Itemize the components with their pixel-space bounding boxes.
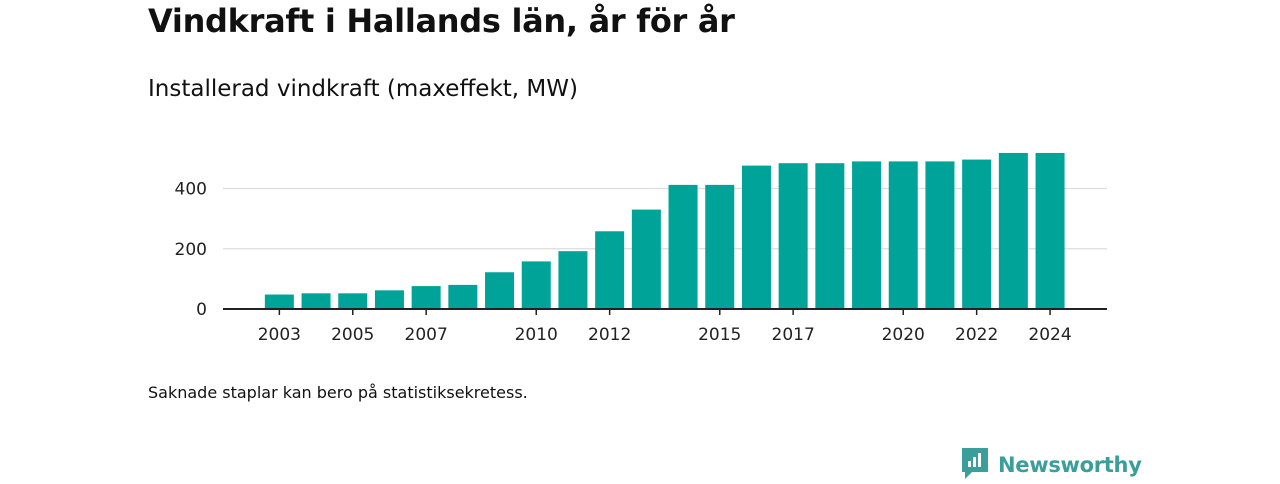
bar-2016	[741, 165, 771, 309]
y-tick-label: 0	[196, 300, 207, 320]
bar-2008	[448, 284, 478, 309]
bar-2024	[1035, 152, 1065, 309]
axes: 0 200 400 2003 2005 2007 2010 2012 2015 2017 2020 2…	[175, 180, 1107, 345]
x-tick-label: 2012	[588, 325, 631, 345]
x-tick-label: 2024	[1028, 325, 1071, 345]
bar-2012	[595, 231, 625, 309]
grid-lines	[223, 187, 1107, 250]
chart-title: Vindkraft i Hallands län, år för år	[148, 2, 735, 40]
bars	[264, 152, 1065, 309]
bar-2019	[852, 161, 882, 309]
bar-2020	[888, 161, 918, 309]
x-tick-label: 2015	[698, 325, 741, 345]
bar-2018	[815, 163, 845, 309]
x-tick-label: 2010	[515, 325, 558, 345]
bar-2003	[264, 294, 294, 309]
bar-2009	[485, 272, 515, 309]
bar-2010	[521, 261, 551, 309]
bar-2017	[778, 163, 808, 309]
bar-chart: 0 200 400 2003 2005 2007 2010 2012 2015 2017 2020 2…	[175, 152, 1107, 345]
newsworthy-logo-icon	[960, 446, 990, 484]
brand-name: Newsworthy	[998, 453, 1142, 477]
x-tick-label: 2017	[772, 325, 815, 345]
bar-2015	[705, 184, 735, 309]
brand-logo[interactable]: Newsworthy	[960, 446, 1142, 484]
chart-subtitle: Installerad vindkraft (maxeffekt, MW)	[148, 76, 578, 102]
x-tick-label: 2003	[258, 325, 301, 345]
x-tick-label: 2007	[405, 325, 448, 345]
bar-2007	[411, 286, 441, 309]
bar-2005	[338, 293, 368, 309]
bar-2006	[374, 290, 404, 309]
footnote: Saknade staplar kan bero på statistiksek…	[148, 383, 528, 402]
bar-2014	[668, 184, 698, 309]
x-tick-label: 2005	[331, 325, 374, 345]
y-tick-label: 400	[175, 180, 207, 200]
bar-2011	[558, 251, 588, 309]
bar-2023	[998, 152, 1028, 309]
bar-2013	[631, 209, 661, 309]
x-tick-label: 2022	[955, 325, 998, 345]
bar-2004	[301, 293, 331, 309]
bar-2022	[962, 159, 992, 309]
y-tick-label: 200	[175, 240, 207, 260]
bar-2021	[925, 161, 955, 309]
x-tick-label: 2020	[882, 325, 925, 345]
